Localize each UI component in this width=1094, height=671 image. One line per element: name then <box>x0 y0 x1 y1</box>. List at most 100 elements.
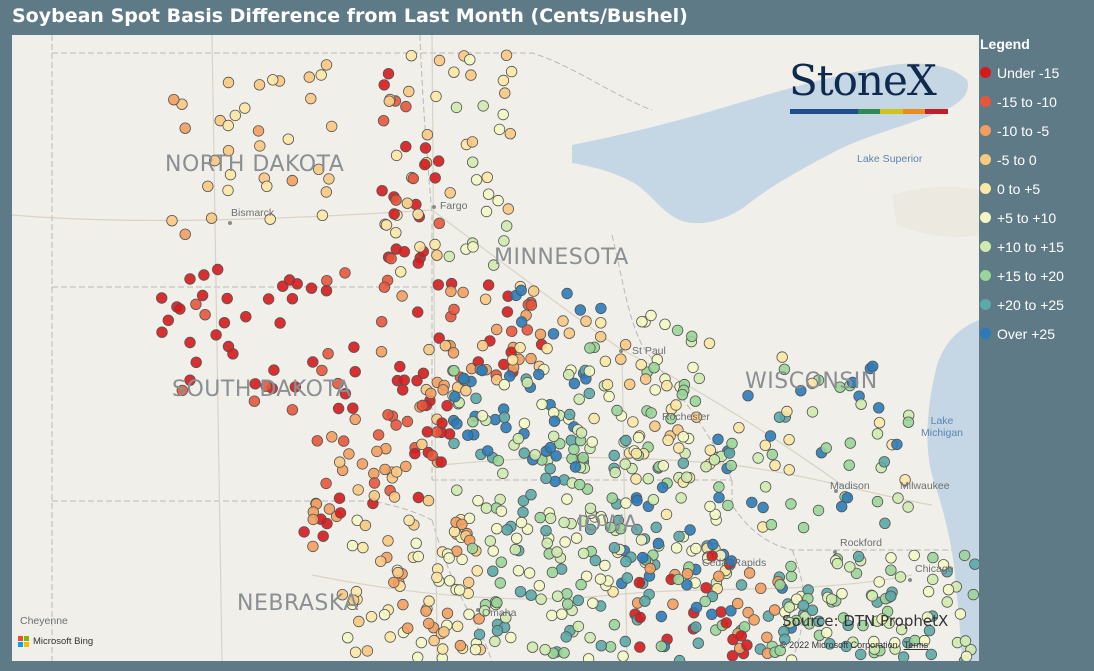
basis-point[interactable] <box>699 595 711 608</box>
basis-point[interactable] <box>394 360 406 373</box>
basis-point[interactable] <box>580 315 592 327</box>
basis-point[interactable] <box>412 208 424 221</box>
basis-point[interactable] <box>885 552 897 564</box>
basis-point[interactable] <box>400 140 412 153</box>
basis-point[interactable] <box>411 375 423 387</box>
basis-point[interactable] <box>735 630 748 642</box>
basis-point[interactable] <box>208 154 221 167</box>
basis-point[interactable] <box>570 532 583 544</box>
basis-point[interactable] <box>735 579 748 591</box>
basis-point[interactable] <box>343 448 355 460</box>
basis-point[interactable] <box>781 405 793 418</box>
basis-point[interactable] <box>407 172 420 185</box>
basis-point[interactable] <box>511 532 523 545</box>
basis-point[interactable] <box>723 447 736 459</box>
basis-point[interactable] <box>516 316 528 328</box>
basis-point[interactable] <box>412 491 425 504</box>
basis-point[interactable] <box>748 614 760 626</box>
basis-point[interactable] <box>584 342 596 354</box>
basis-point[interactable] <box>587 597 599 609</box>
basis-point[interactable] <box>322 348 334 360</box>
basis-point[interactable] <box>855 648 867 661</box>
basis-point[interactable] <box>603 390 615 403</box>
basis-point[interactable] <box>742 390 754 402</box>
basis-point[interactable] <box>505 631 517 644</box>
basis-point[interactable] <box>484 535 497 547</box>
basis-point[interactable] <box>813 615 825 628</box>
basis-point[interactable] <box>222 76 235 89</box>
basis-point[interactable] <box>401 415 414 428</box>
basis-point[interactable] <box>556 608 568 620</box>
basis-point[interactable] <box>375 555 387 568</box>
basis-point[interactable] <box>526 641 539 653</box>
basis-point[interactable] <box>656 481 669 494</box>
basis-point[interactable] <box>525 489 537 501</box>
basis-point[interactable] <box>462 429 474 441</box>
basis-point[interactable] <box>873 417 886 429</box>
basis-point[interactable] <box>806 406 819 418</box>
basis-point[interactable] <box>199 309 211 321</box>
basis-point[interactable] <box>497 108 509 121</box>
basis-point[interactable] <box>561 493 573 505</box>
basis-point[interactable] <box>307 540 319 553</box>
basis-point[interactable] <box>918 634 931 647</box>
basis-point[interactable] <box>785 654 798 661</box>
basis-point[interactable] <box>499 87 511 99</box>
basis-point[interactable] <box>349 646 362 659</box>
basis-point[interactable] <box>359 519 372 532</box>
basis-point[interactable] <box>927 573 939 586</box>
basis-point[interactable] <box>672 573 685 586</box>
basis-point[interactable] <box>831 557 844 570</box>
basis-point[interactable] <box>222 144 235 157</box>
basis-point[interactable] <box>398 245 411 258</box>
basis-point[interactable] <box>472 495 484 507</box>
basis-point[interactable] <box>477 339 489 352</box>
basis-point[interactable] <box>586 436 598 448</box>
basis-point[interactable] <box>479 293 492 306</box>
basis-point[interactable] <box>505 65 518 78</box>
basis-point[interactable] <box>725 555 738 567</box>
basis-point[interactable] <box>755 582 767 595</box>
basis-point[interactable] <box>700 461 712 473</box>
basis-point[interactable] <box>412 651 424 661</box>
basis-point[interactable] <box>412 257 425 269</box>
basis-point[interactable] <box>502 203 515 215</box>
basis-point[interactable] <box>871 428 884 440</box>
basis-point[interactable] <box>456 518 468 531</box>
basis-point[interactable] <box>611 404 623 417</box>
basis-point[interactable] <box>557 315 569 327</box>
basis-point[interactable] <box>460 385 472 397</box>
basis-point[interactable] <box>402 622 414 634</box>
basis-point[interactable] <box>380 219 393 231</box>
basis-point[interactable] <box>491 323 503 336</box>
basis-point[interactable] <box>867 360 879 373</box>
basis-point[interactable] <box>372 429 385 441</box>
basis-point[interactable] <box>879 517 891 530</box>
basis-point[interactable] <box>713 570 725 583</box>
basis-point[interactable] <box>368 477 381 489</box>
basis-point[interactable] <box>443 250 456 263</box>
basis-point[interactable] <box>550 450 562 462</box>
basis-point[interactable] <box>229 109 242 122</box>
basis-point[interactable] <box>351 514 363 527</box>
basis-point[interactable] <box>469 643 482 656</box>
basis-point[interactable] <box>609 466 621 479</box>
basis-point[interactable] <box>467 156 479 168</box>
basis-point[interactable] <box>518 447 530 459</box>
basis-point[interactable] <box>857 619 869 632</box>
basis-point[interactable] <box>876 613 888 625</box>
basis-point[interactable] <box>396 290 408 302</box>
basis-point[interactable] <box>746 496 758 509</box>
basis-point[interactable] <box>431 426 443 438</box>
basis-point[interactable] <box>378 609 391 621</box>
basis-point[interactable] <box>433 54 446 67</box>
basis-point[interactable] <box>482 279 495 291</box>
basis-point[interactable] <box>162 314 175 327</box>
basis-point[interactable] <box>891 438 903 451</box>
basis-point[interactable] <box>444 187 456 199</box>
basis-point[interactable] <box>463 608 475 621</box>
basis-point[interactable] <box>384 631 396 643</box>
basis-point[interactable] <box>644 562 656 575</box>
basis-point[interactable] <box>518 417 531 430</box>
basis-point[interactable] <box>528 285 540 297</box>
